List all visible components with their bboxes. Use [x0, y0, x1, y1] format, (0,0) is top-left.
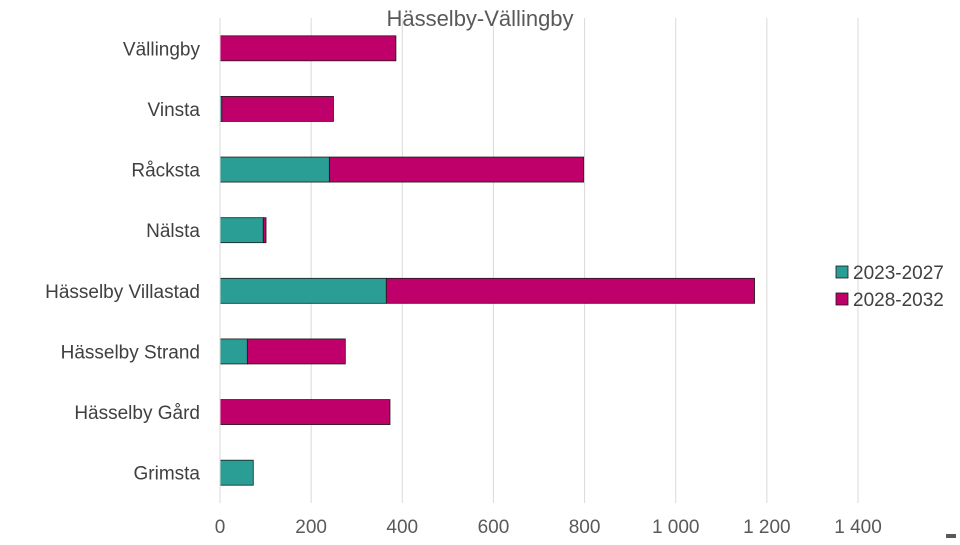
x-tick-label: 1 400 [834, 517, 882, 538]
legend-label: 2028-2032 [853, 290, 944, 311]
bar-segment [219, 459, 254, 486]
y-category-label: Vinsta [148, 100, 201, 121]
legend-swatch [835, 292, 849, 306]
y-category-label: Vällingby [123, 39, 201, 60]
chart-title: Hässelby-Vällingby [386, 6, 574, 31]
bar-segment [221, 96, 334, 122]
corner-mark [946, 534, 956, 538]
bar-segment [219, 156, 330, 183]
bar-segment [219, 277, 387, 304]
legend-label: 2023-2027 [853, 263, 944, 284]
y-category-label: Nälsta [146, 221, 200, 242]
bar-segment [219, 35, 397, 62]
x-tick-label: 200 [295, 517, 327, 538]
y-category-label: Hässelby Villastad [45, 282, 200, 303]
x-tick-label: 400 [386, 517, 418, 538]
bar-segment [262, 217, 267, 244]
x-tick-label: 600 [478, 517, 510, 538]
legend-swatch [835, 265, 849, 279]
bar-segment [219, 399, 391, 425]
x-tick-label: 800 [569, 517, 601, 538]
x-tick-label: 1 200 [743, 517, 791, 538]
bar-segment [219, 338, 248, 365]
bar-segment [385, 277, 755, 304]
x-tick-label: 0 [215, 517, 226, 538]
y-category-label: Grimsta [134, 464, 201, 485]
y-category-label: Råcksta [131, 161, 200, 182]
bar-segment [219, 217, 264, 244]
y-category-label: Hässelby Gård [74, 403, 200, 424]
bar-segment [328, 156, 585, 183]
x-tick-label: 1 000 [652, 517, 700, 538]
bar-segment [246, 338, 346, 365]
y-category-label: Hässelby Strand [61, 342, 200, 363]
